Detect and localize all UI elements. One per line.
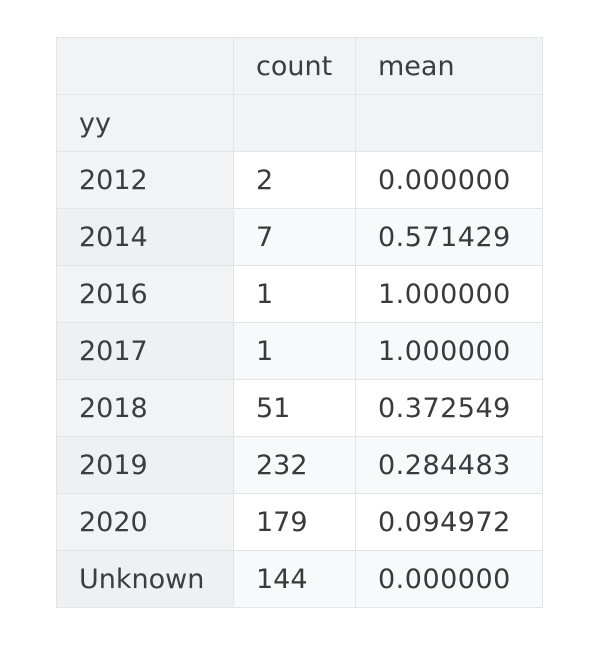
count-cell: 7	[233, 208, 356, 266]
mean-cell: 1.000000	[355, 322, 543, 380]
mean-cell: 0.571429	[355, 208, 543, 266]
index-name-row: yy	[56, 94, 543, 152]
row-index-cell: 2018	[56, 379, 234, 437]
column-header-count: count	[233, 37, 356, 95]
table-row: 2018 51 0.372549	[56, 379, 543, 437]
mean-cell: 1.000000	[355, 265, 543, 323]
index-name-cell: yy	[56, 94, 234, 152]
table-row: 2017 1 1.000000	[56, 322, 543, 380]
header-corner-cell	[56, 37, 234, 95]
row-index-cell: Unknown	[56, 550, 234, 608]
count-cell: 2	[233, 151, 356, 209]
mean-cell: 0.000000	[355, 151, 543, 209]
row-index-cell: 2017	[56, 322, 234, 380]
column-header-row: count mean	[56, 37, 543, 95]
table-row: 2020 179 0.094972	[56, 493, 543, 551]
mean-cell: 0.094972	[355, 493, 543, 551]
count-cell: 1	[233, 322, 356, 380]
table-row: 2014 7 0.571429	[56, 208, 543, 266]
row-index-cell: 2014	[56, 208, 234, 266]
index-name-empty-cell	[355, 94, 543, 152]
table-row: Unknown 144 0.000000	[56, 550, 543, 608]
count-cell: 51	[233, 379, 356, 437]
index-name-empty-cell	[233, 94, 356, 152]
table-row: 2016 1 1.000000	[56, 265, 543, 323]
mean-cell: 0.000000	[355, 550, 543, 608]
mean-cell: 0.372549	[355, 379, 543, 437]
column-header-mean: mean	[355, 37, 543, 95]
count-cell: 232	[233, 436, 356, 494]
count-cell: 144	[233, 550, 356, 608]
count-cell: 179	[233, 493, 356, 551]
dataframe-table: count mean yy 2012 2 0.000000 2014 7 0.571429…	[56, 37, 543, 608]
table-row: 2019 232 0.284483	[56, 436, 543, 494]
row-index-cell: 2016	[56, 265, 234, 323]
row-index-cell: 2020	[56, 493, 234, 551]
mean-cell: 0.284483	[355, 436, 543, 494]
count-cell: 1	[233, 265, 356, 323]
dataframe-table-container: count mean yy 2012 2 0.000000 2014 7 0.571429…	[56, 37, 543, 608]
table-header: count mean yy	[56, 37, 543, 152]
table-body: 2012 2 0.000000 2014 7 0.571429 2016 1 1.000000 2…	[56, 151, 543, 608]
row-index-cell: 2012	[56, 151, 234, 209]
table-row: 2012 2 0.000000	[56, 151, 543, 209]
row-index-cell: 2019	[56, 436, 234, 494]
